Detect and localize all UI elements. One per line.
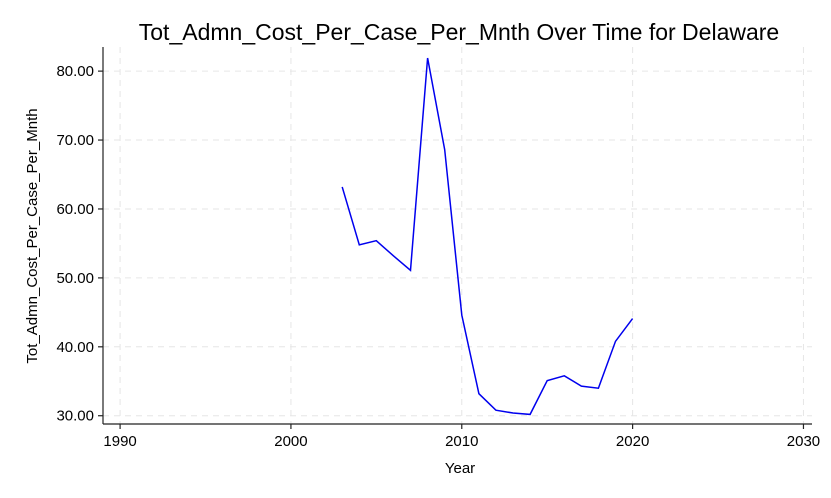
x-tick-label: 2030 bbox=[787, 433, 820, 450]
y-tick-label: 50.00 bbox=[56, 270, 94, 287]
y-tick-label: 70.00 bbox=[56, 132, 94, 149]
chart-title: Tot_Admn_Cost_Per_Case_Per_Mnth Over Tim… bbox=[139, 19, 779, 45]
x-tick-label: 1990 bbox=[103, 433, 136, 450]
series-line bbox=[341, 57, 634, 416]
y-tick-label: 40.00 bbox=[56, 339, 94, 356]
y-tick-label: 30.00 bbox=[56, 408, 94, 425]
y-tick-label: 80.00 bbox=[56, 63, 94, 80]
x-tick-label: 2000 bbox=[274, 433, 307, 450]
y-axis-label: Tot_Admn_Cost_Per_Case_Per_Mnth bbox=[24, 108, 41, 363]
y-tick-label: 60.00 bbox=[56, 201, 94, 218]
x-tick-label: 2020 bbox=[616, 433, 649, 450]
x-tick-label: 2010 bbox=[445, 433, 478, 450]
axes: 30.00 40.00 50.00 60.00 70.00 80.00 1990 2000 20… bbox=[56, 47, 820, 450]
series bbox=[341, 57, 634, 416]
x-axis-label: Year bbox=[445, 460, 475, 477]
grid bbox=[103, 47, 812, 424]
